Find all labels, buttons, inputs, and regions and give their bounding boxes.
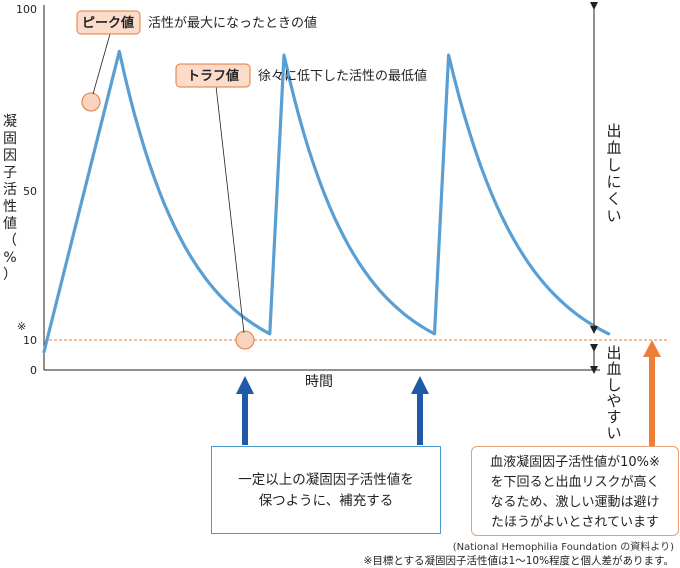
risk-note-line-1: 血液凝固因子活性値が10%※ [490, 455, 660, 470]
risk-note-line-3: なるため、激しい運動は避け [490, 495, 660, 510]
refill-note-line-1: 一定以上の凝固因子活性値を [238, 472, 414, 488]
source-note: (National Hemophilia Foundation の資料より) [452, 542, 674, 553]
risk-note-box: 血液凝固因子活性値が10%※ を下回ると出血リスクが高く なるため、激しい運動は… [471, 446, 679, 536]
risk-note-line-4: たほうがよいとされています [491, 515, 659, 530]
refill-arrow-1 [236, 376, 254, 445]
y-tick-50: 50 [23, 185, 37, 198]
peak-tag: ピーク値 [82, 15, 134, 31]
peak-leader [92, 33, 111, 95]
upper-zone-label: 出血しにくい [606, 122, 621, 225]
trough-leader [215, 85, 245, 334]
refill-note-line-2: 保つように、補充する [258, 493, 394, 509]
threshold-marker: ※ [17, 320, 26, 333]
trough-tag: トラフ値 [187, 68, 239, 84]
y-tick-10: 10 [23, 334, 37, 347]
refill-arrow-2 [411, 376, 429, 445]
series-line [42, 49, 611, 354]
y-tick-100: 100 [16, 3, 37, 16]
peak-text: 活性が最大になったときの値 [148, 15, 317, 31]
lower-zone-label: 出血しやすい [606, 344, 621, 442]
footnote: ※目標とする凝固因子活性値は1〜10%程度と個人差があります。 [363, 555, 674, 567]
peak-tag-box [76, 10, 141, 35]
trough-marker [235, 330, 255, 350]
y-tick-0: 0 [30, 364, 37, 377]
refill-note-box: 一定以上の凝固因子活性値を 保つように、補充する [211, 446, 441, 534]
threshold-arrow [643, 340, 661, 448]
x-axis-label: 時間 [305, 374, 333, 390]
y-axis-label: 凝固因子活性値（%） [3, 114, 17, 283]
trough-text: 徐々に低下した活性の最低値 [258, 68, 427, 84]
trough-tag-box [175, 63, 251, 88]
risk-note-line-2: を下回ると出血リスクが高く [490, 475, 660, 490]
peak-marker [81, 92, 101, 112]
